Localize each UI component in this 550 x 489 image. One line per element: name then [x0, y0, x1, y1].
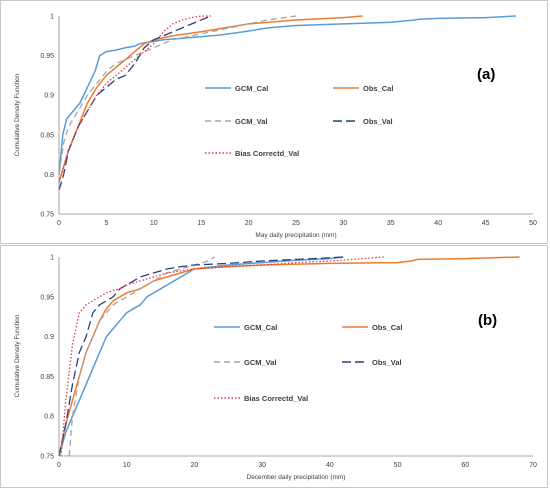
chart-panel-b: 0 10 20 30 40 50 60 70 0.75 0.8 0.85 0.9 0.95 1 Decem… [0, 245, 548, 488]
chart-b-y-tick-label: 0.8 [44, 414, 54, 421]
chart-b-series-bias-correctd-val [60, 256, 385, 457]
chart-a-x-tick-label: 15 [197, 220, 205, 227]
chart-a-x-tick-label: 50 [529, 220, 537, 227]
chart-a-y-tick-label: 0.85 [40, 132, 54, 139]
chart-b-x-tick-label: 60 [461, 462, 469, 469]
chart-a-x-tick-label: 0 [57, 220, 61, 227]
chart-a-xlabel: May daily precipitation (mm) [255, 232, 336, 239]
legend-a-label-gcm-cal: GCM_Cal [235, 84, 268, 93]
chart-b-series-obs-cal [58, 256, 520, 457]
chart-a-panel-label: (a) [477, 66, 495, 83]
chart-b-x-tick-label: 70 [529, 462, 537, 469]
legend-a-label-obs-val: Obs_Val [363, 117, 393, 126]
chart-a-y-tick-label: 0.8 [44, 172, 54, 179]
chart-a-y-tick-label: 0.75 [40, 212, 54, 219]
chart-b-svg: 0 10 20 30 40 50 60 70 0.75 0.8 0.85 0.9 0.95 1 Decem… [14, 255, 537, 482]
legend-a-label-bias-correctd-val: Bias Correctd_Val [235, 149, 299, 158]
chart-a-x-tick-label: 5 [104, 220, 108, 227]
chart-b-x-tick-label: 30 [258, 462, 266, 469]
chart-b-y-tick-label: 0.95 [40, 294, 54, 301]
legend-a-label-gcm-val: GCM_Val [235, 117, 268, 126]
chart-a-y-tick-label: 0.95 [40, 53, 54, 60]
chart-a-x-tick-label: 30 [340, 220, 348, 227]
chart-b-y-tick-label: 1 [50, 255, 54, 262]
chart-b-series [58, 256, 520, 457]
chart-b-y-tick-label: 0.75 [40, 454, 54, 461]
chart-a-y-tick-label: 0.9 [44, 93, 54, 100]
legend-b-label-obs-cal: Obs_Cal [372, 323, 402, 332]
chart-b-xlabel: December daily precipitation (mm) [247, 474, 346, 481]
chart-a-x-tick-label: 45 [482, 220, 490, 227]
chart-b-series-obs-val [58, 256, 344, 457]
legend-b-label-gcm-cal: GCM_Cal [244, 323, 277, 332]
chart-b-x-tick-label: 50 [394, 462, 402, 469]
chart-b-series-gcm-val [68, 256, 216, 457]
legend-a-label-obs-cal: Obs_Cal [363, 84, 393, 93]
chart-a-series-obs-cal [58, 15, 363, 183]
chart-b-ylabel: Cumulative Density Function [14, 314, 21, 397]
chart-a-series-obs-val [58, 15, 211, 191]
chart-a-legend: GCM_Cal Obs_Cal GCM_Val Obs_Val Bias Cor… [205, 84, 393, 158]
chart-a-x-tick-label: 25 [292, 220, 300, 227]
chart-b-ticks: 0 10 20 30 40 50 60 70 0.75 0.8 0.85 0.9 0.95 1 [40, 255, 537, 470]
legend-b-label-bias-correctd-val: Bias Correctd_Val [244, 394, 308, 403]
chart-b-legend: GCM_Cal Obs_Cal GCM_Val Obs_Val Bias Cor… [214, 323, 402, 403]
chart-b-x-tick-label: 10 [123, 462, 131, 469]
chart-b-panel-label: (b) [478, 312, 497, 329]
chart-b-series-gcm-cal [58, 256, 344, 457]
chart-a-x-tick-label: 20 [245, 220, 253, 227]
legend-b-label-gcm-val: GCM_Val [244, 358, 277, 367]
chart-a-x-tick-label: 40 [434, 220, 442, 227]
chart-a-svg: 0 5 10 15 20 25 30 35 40 45 500.750.80.850.90.951 … [14, 14, 537, 240]
chart-a-x-tick-label: 10 [150, 220, 158, 227]
chart-panel-a: 0 5 10 15 20 25 30 35 40 45 50 0.75 0.8 0.85 0.9 0.95 1 … [0, 0, 548, 244]
chart-b-x-tick-label: 40 [326, 462, 334, 469]
chart-a-series [58, 15, 516, 191]
chart-b-x-tick-label: 20 [191, 462, 199, 469]
chart-a-y-tick-label: 1 [50, 14, 54, 21]
chart-b-x-tick-label: 0 [57, 462, 61, 469]
chart-a-x-tick-label: 35 [387, 220, 395, 227]
chart-a-ticks: 0 5 10 15 20 25 30 35 40 45 50 0.75 0.8 0.85 0.9 0.95 1 [40, 14, 537, 228]
legend-b-label-obs-val: Obs_Val [372, 358, 402, 367]
chart-a-ylabel: Cumulative Density Function [14, 73, 21, 156]
chart-b-y-tick-label: 0.9 [44, 334, 54, 341]
chart-b-y-tick-label: 0.85 [40, 374, 54, 381]
chart-a-series-gcm-val [58, 15, 297, 175]
